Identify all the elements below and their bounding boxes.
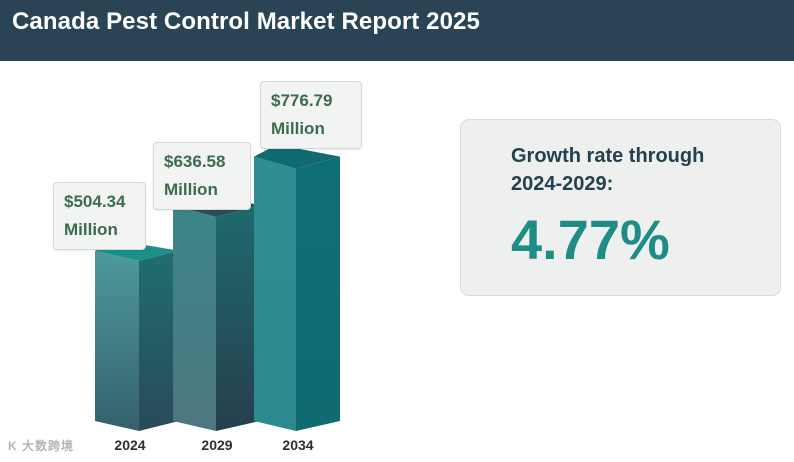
data-label-value: $636.58 <box>164 152 226 171</box>
x-tick-label: 2024 <box>114 437 146 453</box>
data-label-unit: Million <box>164 180 218 199</box>
data-label: $636.58 Million <box>153 142 251 210</box>
page-title: Canada Pest Control Market Report 2025 <box>12 8 480 35</box>
data-label: $776.79 Million <box>260 81 362 149</box>
bar-front-2034 <box>254 156 296 431</box>
data-label-value: $504.34 <box>64 192 126 211</box>
growth-rate-card: Growth rate through 2024-2029: 4.77% <box>460 119 781 296</box>
bar-side-2034 <box>296 156 340 431</box>
bar-chart <box>95 144 340 431</box>
bar-front-2024 <box>95 250 139 431</box>
data-label-unit: Million <box>271 119 325 138</box>
data-label-value: $776.79 <box>271 91 333 110</box>
x-tick-label: 2029 <box>201 437 233 453</box>
bar-side-2024 <box>139 250 179 431</box>
watermark-logo: K 大数跨境 <box>8 439 75 453</box>
growth-rate-label: Growth rate through 2024-2029: <box>511 145 705 195</box>
bar-top-2034 <box>254 144 340 169</box>
data-label: $504.34 Million <box>53 182 146 250</box>
header-bar: Canada Pest Control Market Report 2025 <box>0 0 794 61</box>
bar-side-2029 <box>216 205 260 431</box>
data-label-unit: Million <box>64 220 118 239</box>
growth-rate-value: 4.77% <box>511 208 670 271</box>
bar-front-2029 <box>173 205 216 431</box>
x-tick-label: 2034 <box>282 437 314 453</box>
